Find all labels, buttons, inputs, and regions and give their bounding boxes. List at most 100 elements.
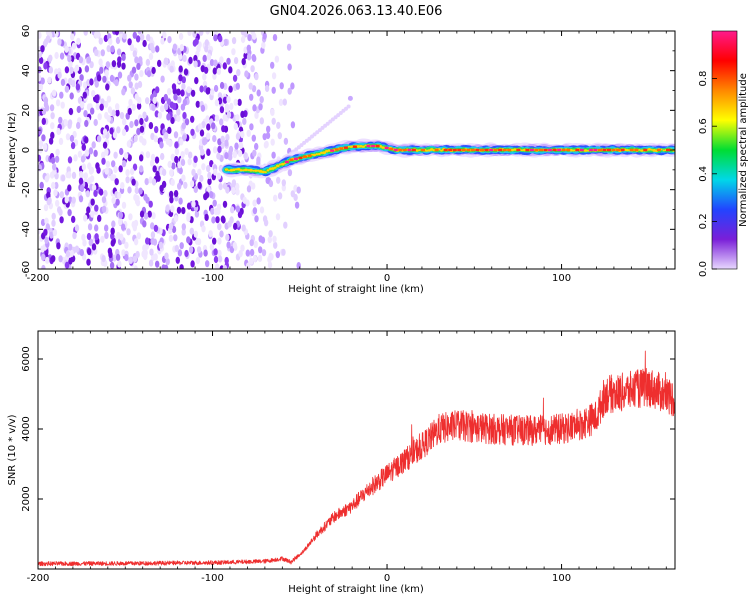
noise-cell — [183, 68, 189, 76]
noise-cell — [181, 207, 186, 215]
spectrogram-y-tick-label: -60 — [21, 261, 32, 277]
trace-peak-cell — [634, 148, 639, 152]
noise-cell — [93, 189, 98, 197]
spectrogram-y-tick-label: -20 — [21, 181, 32, 197]
noise-cell — [202, 73, 207, 81]
noise-cell — [219, 230, 224, 238]
noise-cell — [171, 83, 177, 91]
noise-cell — [203, 66, 209, 74]
noise-cell — [49, 231, 54, 239]
noise-cell — [51, 219, 56, 227]
noise-cell — [259, 117, 264, 125]
noise-cell — [117, 71, 123, 79]
trace-peak-cell — [284, 160, 289, 164]
noise-cell — [94, 204, 99, 212]
noise-cell — [264, 84, 270, 93]
noise-cell — [283, 221, 288, 229]
noise-cell — [107, 247, 113, 255]
noise-cell — [44, 236, 49, 244]
noise-cell — [99, 66, 104, 74]
noise-cell — [207, 171, 212, 180]
noise-cell — [151, 104, 156, 112]
noise-cell — [273, 241, 278, 249]
trace-peak-cell — [498, 148, 503, 152]
noise-cell — [142, 111, 147, 119]
noise-cell — [252, 255, 258, 263]
noise-cell — [216, 172, 222, 180]
noise-cell — [48, 66, 54, 74]
noise-cell — [96, 135, 102, 143]
noise-cell — [40, 245, 45, 253]
noise-cell — [151, 178, 157, 186]
noise-cell — [256, 89, 261, 97]
noise-cell — [257, 254, 263, 262]
noise-cell — [93, 149, 98, 157]
noise-cell — [153, 224, 159, 232]
noise-cell — [170, 205, 175, 213]
noise-cell — [68, 60, 73, 68]
noise-cell — [282, 98, 287, 106]
noise-cell — [219, 118, 224, 126]
noise-cell — [149, 42, 154, 50]
noise-cell — [134, 186, 139, 195]
trace-cell — [572, 149, 575, 152]
noise-cell — [187, 31, 192, 36]
noise-cell — [40, 45, 45, 53]
noise-cell — [174, 148, 180, 156]
trace-peak-cell — [620, 148, 625, 152]
trace-cell — [266, 169, 270, 172]
noise-cell — [110, 173, 115, 181]
noise-cell — [50, 122, 55, 130]
noise-cell — [42, 40, 48, 48]
noise-cell — [40, 218, 46, 227]
trace-cell — [232, 168, 236, 172]
noise-cell — [279, 82, 284, 90]
noise-cell — [54, 51, 59, 60]
noise-cell — [231, 48, 236, 56]
noise-cell — [241, 58, 246, 66]
noise-cell — [146, 34, 151, 42]
trace-peak-cell — [461, 148, 466, 152]
noise-cell — [296, 262, 301, 269]
noise-cell — [91, 243, 97, 251]
noise-cell — [126, 228, 131, 236]
trace-peak-cell — [330, 149, 335, 152]
noise-cell — [164, 103, 169, 111]
noise-cell — [146, 70, 152, 78]
noise-cell — [246, 53, 252, 61]
noise-cell — [109, 261, 115, 269]
noise-cell — [244, 70, 249, 78]
noise-cell — [212, 72, 217, 80]
noise-cell — [138, 187, 143, 195]
noise-cell — [135, 199, 141, 207]
noise-cell — [266, 125, 271, 133]
noise-cell — [69, 66, 74, 74]
noise-cell — [217, 138, 222, 146]
trace-peak-cell — [366, 144, 371, 148]
noise-cell — [240, 35, 246, 44]
noise-cell — [215, 216, 220, 224]
noise-cell — [94, 31, 99, 39]
noise-cell — [231, 179, 237, 187]
noise-cell — [53, 189, 58, 197]
noise-cell — [229, 102, 234, 110]
noise-cell — [226, 57, 231, 65]
noise-cell — [241, 224, 246, 232]
noise-cell — [105, 61, 111, 69]
noise-cell — [235, 82, 240, 90]
noise-cell — [88, 167, 94, 175]
noise-cell — [213, 248, 218, 256]
colorbar-tick-label: 0.8 — [698, 71, 709, 87]
trace-peak-cell — [466, 148, 471, 152]
noise-cell — [170, 178, 175, 186]
noise-cell — [55, 99, 61, 107]
noise-cell — [251, 85, 257, 93]
noise-cell — [150, 237, 155, 245]
noise-cell — [194, 77, 199, 85]
noise-cell — [214, 114, 220, 122]
noise-cell — [90, 107, 95, 115]
noise-cell — [145, 58, 151, 66]
noise-cell — [249, 257, 254, 265]
noise-cell — [233, 98, 238, 106]
noise-cell — [155, 260, 160, 268]
